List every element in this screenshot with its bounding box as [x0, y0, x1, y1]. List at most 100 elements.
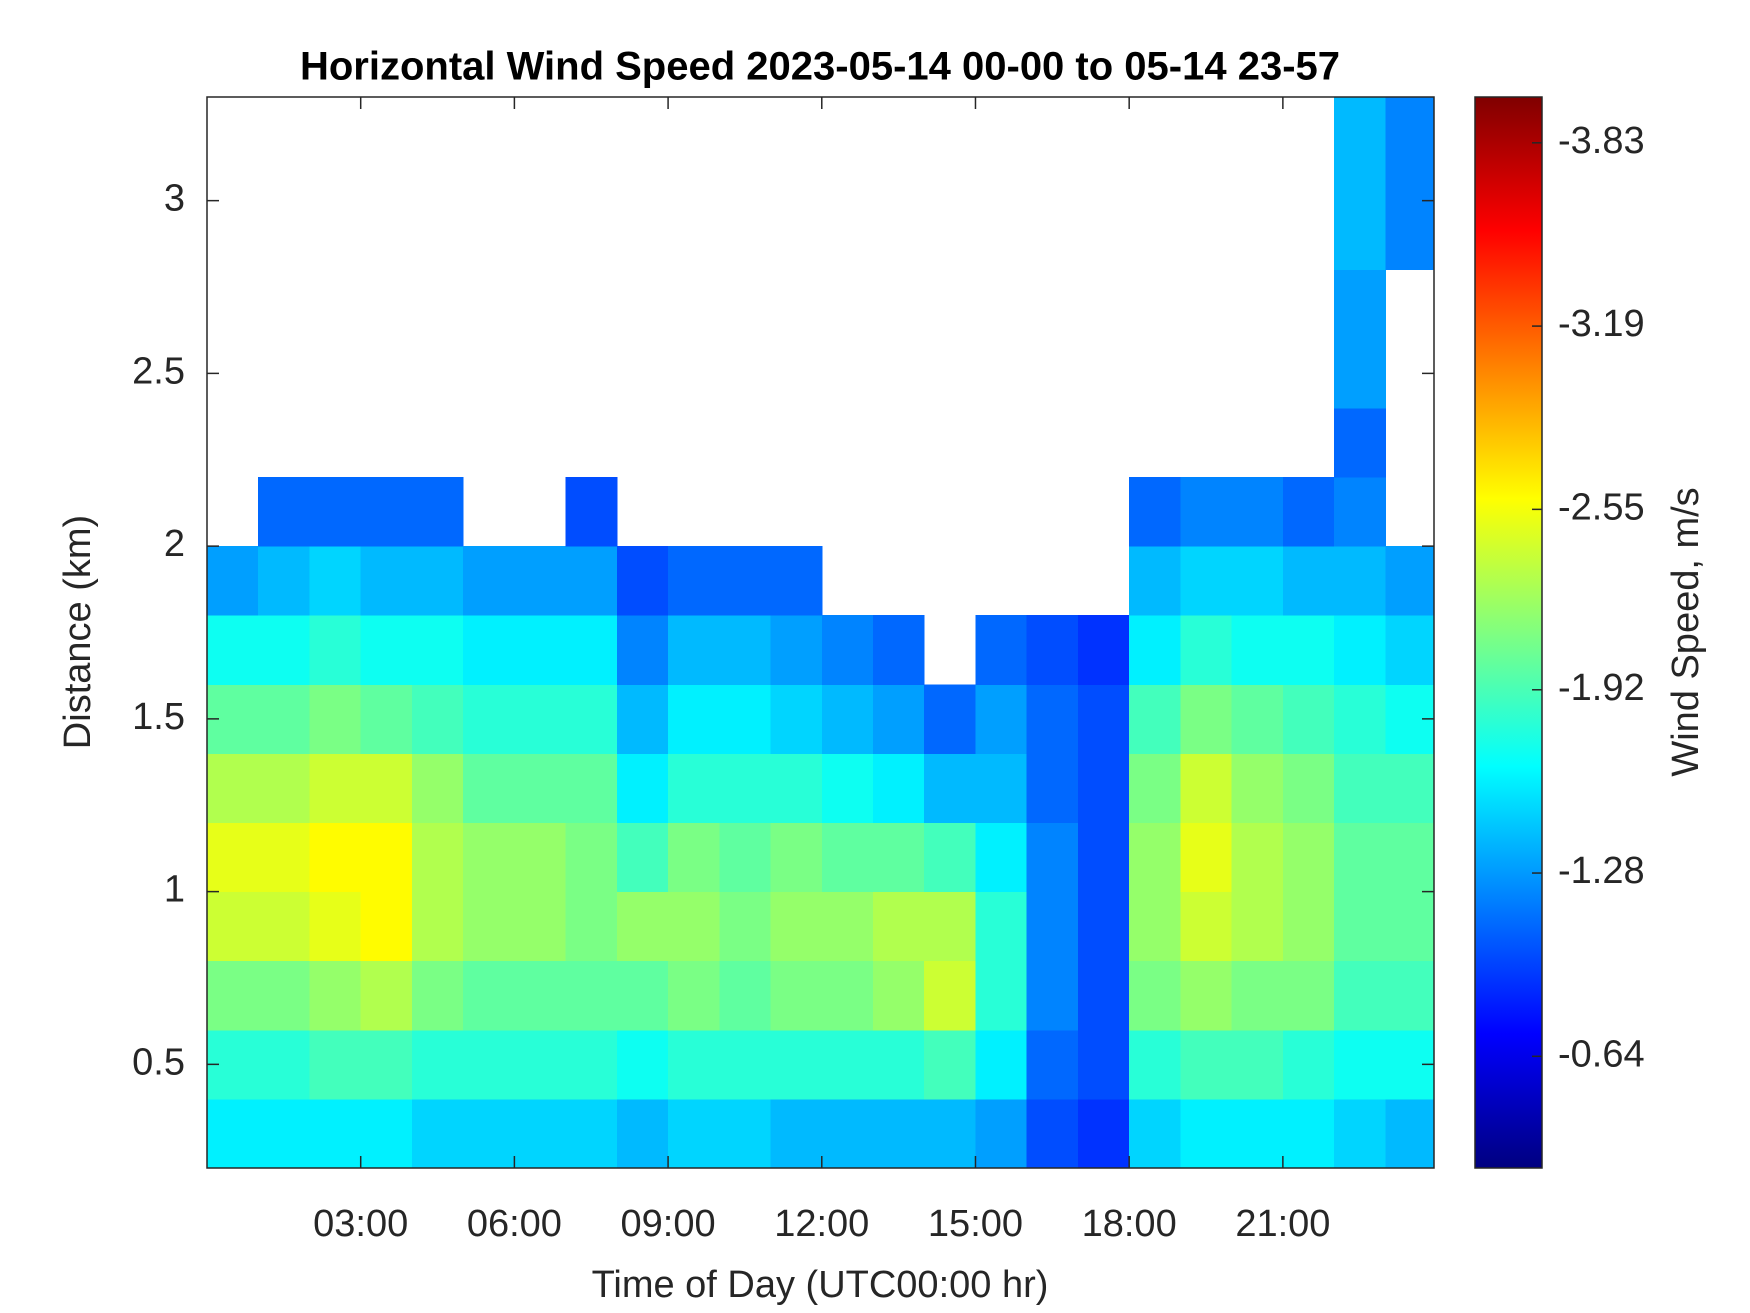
heatmap-cell: [360, 684, 413, 754]
heatmap-cell: [719, 753, 772, 824]
heatmap-cell: [1282, 546, 1335, 616]
heatmap-cell: [1077, 822, 1130, 893]
heatmap-cell: [1334, 822, 1386, 893]
heatmap-cell: [514, 891, 567, 962]
heatmap-cell: [1129, 753, 1181, 824]
heatmap-cell: [821, 891, 874, 962]
heatmap-cell: [719, 822, 772, 893]
heatmap-cell: [411, 1098, 464, 1169]
x-tick-label: 09:00: [621, 1203, 716, 1245]
colorbar-tick-label: -3.19: [1558, 303, 1645, 345]
heatmap-cell: [1129, 615, 1181, 685]
heatmap-cell: [1231, 684, 1284, 754]
heatmap-cell: [770, 891, 823, 962]
colorbar-tick-label: -1.92: [1558, 667, 1645, 709]
heatmap-cell: [975, 891, 1028, 962]
heatmap-cell: [207, 753, 259, 824]
heatmap-cell: [1282, 891, 1335, 962]
heatmap-cell: [770, 1029, 823, 1100]
heatmap-cell: [616, 891, 669, 962]
heatmap-cell: [1282, 822, 1335, 893]
heatmap-cell: [411, 753, 464, 824]
heatmap-cell: [360, 822, 413, 893]
heatmap-cell: [411, 960, 464, 1031]
heatmap-cell: [463, 1029, 515, 1100]
heatmap-cell: [1334, 684, 1386, 754]
y-tick-label: 2.5: [132, 350, 185, 392]
heatmap-cell: [1129, 960, 1181, 1031]
heatmap-cell: [1180, 546, 1233, 616]
heatmap-cell: [207, 1098, 259, 1169]
heatmap-cell: [1385, 960, 1435, 1031]
heatmap-cell: [463, 822, 515, 893]
heatmap-cell: [719, 684, 772, 754]
heatmap-cell: [207, 615, 259, 685]
heatmap-cell: [1026, 753, 1079, 824]
heatmap-cell: [463, 615, 515, 685]
heatmap-cell: [1282, 1098, 1335, 1169]
heatmap-cell: [668, 1098, 720, 1169]
heatmap-cell: [770, 960, 823, 1031]
heatmap-cell: [565, 1029, 618, 1100]
x-tick-label: 21:00: [1235, 1203, 1330, 1245]
heatmap-cell: [1231, 960, 1284, 1031]
x-tick-label: 03:00: [313, 1203, 408, 1245]
heatmap-cell: [924, 1098, 976, 1169]
y-tick-label: 1.5: [132, 696, 185, 738]
y-tick-label: 3: [164, 178, 185, 220]
heatmap-cell: [514, 1098, 567, 1169]
heatmap-cell: [1334, 1029, 1386, 1100]
heatmap-cells: [207, 97, 1435, 1169]
heatmap-cell: [1180, 753, 1233, 824]
heatmap-cell: [1385, 546, 1435, 616]
heatmap-cell: [1334, 960, 1386, 1031]
heatmap-cell: [463, 891, 515, 962]
heatmap-cell: [616, 960, 669, 1031]
heatmap-cell: [1077, 1029, 1130, 1100]
heatmap-cell: [1282, 1029, 1335, 1100]
heatmap-cell: [514, 546, 567, 616]
heatmap-cell: [668, 684, 720, 754]
heatmap-cell: [873, 1098, 925, 1169]
heatmap-cell: [309, 891, 362, 962]
heatmap-cell: [514, 615, 567, 685]
heatmap-cell: [360, 477, 413, 547]
heatmap-cell: [565, 753, 618, 824]
heatmap-cell: [668, 753, 720, 824]
heatmap-cell: [873, 753, 925, 824]
heatmap-cell: [1077, 615, 1130, 685]
heatmap-cell: [463, 753, 515, 824]
heatmap-cell: [1334, 546, 1386, 616]
heatmap-cell: [565, 477, 618, 547]
heatmap-cell: [924, 684, 976, 754]
heatmap-cell: [975, 615, 1028, 685]
heatmap-cell: [668, 1029, 720, 1100]
heatmap-cell: [873, 684, 925, 754]
heatmap-cell: [360, 753, 413, 824]
heatmap-cell: [1231, 822, 1284, 893]
heatmap-cell: [1231, 891, 1284, 962]
heatmap-cell: [309, 753, 362, 824]
heatmap-cell: [1385, 822, 1435, 893]
heatmap-cell: [1282, 753, 1335, 824]
heatmap-cell: [258, 1029, 310, 1100]
x-axis-label: Time of Day (UTC00:00 hr): [592, 1264, 1049, 1306]
heatmap-cell: [258, 477, 310, 547]
heatmap-cell: [719, 546, 772, 616]
heatmap-cell: [616, 1098, 669, 1169]
heatmap-cell: [360, 546, 413, 616]
heatmap-cell: [565, 684, 618, 754]
x-tick-label: 12:00: [774, 1203, 869, 1245]
heatmap-cell: [309, 477, 362, 547]
chart-title: Horizontal Wind Speed 2023-05-14 00-00 t…: [300, 45, 1340, 89]
heatmap-cell: [668, 615, 720, 685]
heatmap-cell: [1026, 615, 1079, 685]
heatmap-cell: [514, 1029, 567, 1100]
heatmap-cell: [565, 891, 618, 962]
heatmap-cell: [360, 891, 413, 962]
heatmap-cell: [1026, 1029, 1079, 1100]
heatmap-cell: [924, 891, 976, 962]
heatmap-cell: [565, 960, 618, 1031]
heatmap-cell: [821, 753, 874, 824]
